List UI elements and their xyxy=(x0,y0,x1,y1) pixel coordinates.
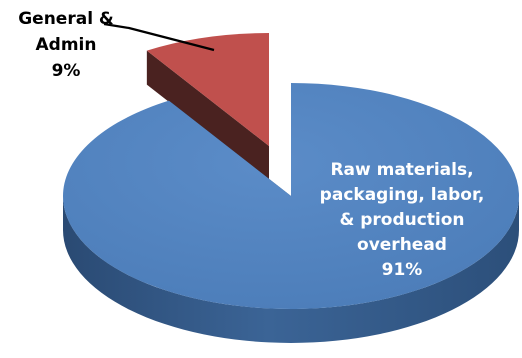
data-label-raw-materials: Raw materials, packaging, labor, & product… xyxy=(320,160,485,280)
pie-slice-general-admin xyxy=(146,33,269,146)
pie-slice-side-raw-materials xyxy=(63,196,519,343)
labels-layer: Raw materials, packaging, labor, & product… xyxy=(18,9,484,280)
slices-layer xyxy=(62,33,519,343)
data-label-raw-materials-line-4: 91% xyxy=(382,260,423,280)
data-label-general-admin-line-2: 9% xyxy=(52,61,81,81)
data-label-raw-materials-line-2: & production xyxy=(339,210,464,230)
data-label-general-admin-line-1: Admin xyxy=(36,35,97,55)
data-label-general-admin: General & Admin 9% xyxy=(18,9,114,81)
leader-line-general-admin xyxy=(103,22,215,52)
pie-slice-wall-general-admin-0 xyxy=(146,50,269,181)
leader-layer xyxy=(103,22,215,52)
data-label-raw-materials-line-3: overhead xyxy=(357,235,447,255)
data-label-raw-materials-line-1: packaging, labor, xyxy=(320,185,485,205)
pie-slice-raw-materials xyxy=(62,83,519,309)
data-label-general-admin-line-0: General & xyxy=(18,9,114,29)
data-label-raw-materials-line-0: Raw materials, xyxy=(330,160,473,180)
